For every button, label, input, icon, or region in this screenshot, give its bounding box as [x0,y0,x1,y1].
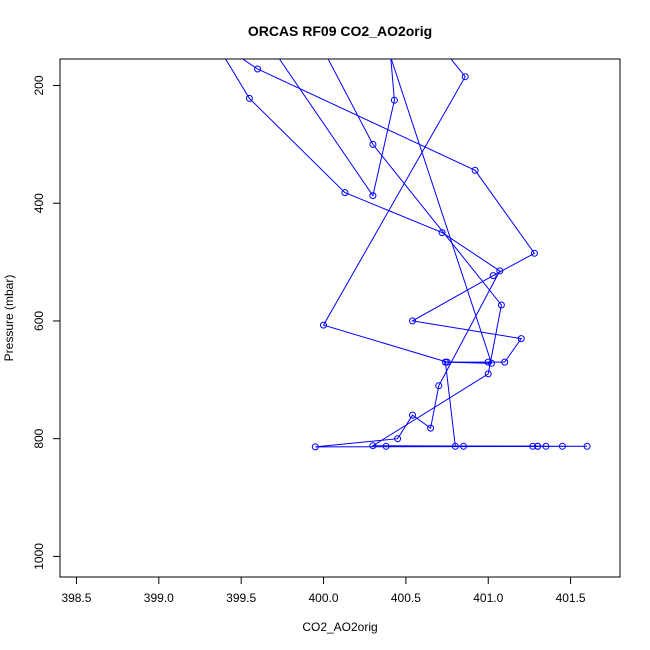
data-point [427,424,435,432]
data-point [369,140,377,148]
data-point [451,442,459,450]
x-axis-label: CO2_AO2orig [302,620,377,634]
x-tick-label: 398.5 [61,591,91,605]
y-tick-label: 600 [32,311,46,331]
data-point [311,443,319,451]
data-point [390,96,398,104]
data-point [409,411,416,419]
data-point [496,267,504,275]
data-point [558,442,566,450]
data-point [341,189,349,197]
x-tick-label: 399.0 [144,591,174,605]
data-point [534,442,542,450]
data-point [471,166,479,174]
data-point [369,442,377,450]
x-tick-label: 399.5 [226,591,256,605]
x-tick-label: 401.0 [473,591,503,605]
x-tick-label: 400.0 [309,591,339,605]
series-line [390,59,538,447]
data-point [254,65,262,73]
y-axis-label: Pressure (mbar) [2,275,16,362]
data-point [489,272,497,280]
y-tick-label: 1000 [32,543,46,570]
series-group [225,59,591,451]
series-line [241,59,536,363]
data-point [438,229,446,237]
data-point [382,442,390,450]
data-point [409,317,416,325]
plot-frame [59,58,621,578]
x-tick-label: 401.5 [556,591,586,605]
y-tick-label: 400 [32,193,46,213]
data-point [501,358,509,366]
series-line [278,59,395,197]
data-point [517,335,525,343]
x-tick-label: 400.5 [391,591,421,605]
data-point [394,435,402,443]
data-point [320,321,327,329]
x-axis: 398.5 399.0 399.5 400.0 400.5 401.0 401.5 [61,577,586,605]
series-line [225,59,588,448]
data-point [461,73,469,81]
data-point [530,249,538,257]
y-tick-label: 200 [32,75,46,95]
data-point [488,359,495,367]
data-point [484,370,492,378]
y-axis: 200 400 600 800 1000 [32,75,60,570]
data-point [369,192,377,200]
chart-title: ORCAS RF09 CO2_AO2orig [248,23,432,39]
data-point [583,442,591,450]
data-point [497,301,505,309]
data-point [542,442,550,450]
data-point [435,382,443,390]
data-point [245,94,253,102]
y-tick-label: 800 [32,428,46,448]
data-point [441,358,449,366]
